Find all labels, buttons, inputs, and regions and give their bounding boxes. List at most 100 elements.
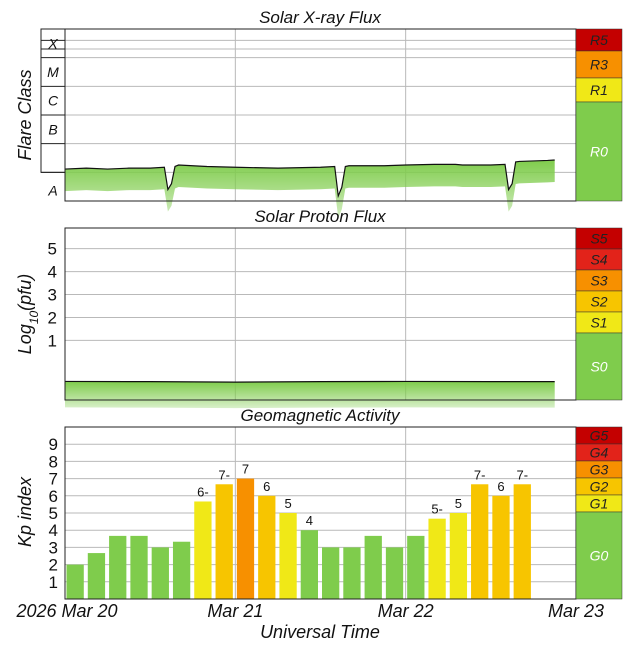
kp-bar [322, 547, 340, 599]
kp-bar-label: 6 [263, 479, 270, 494]
kp-bar [385, 547, 404, 599]
kp-bar [449, 513, 468, 599]
kp-bar [215, 484, 233, 599]
x-axis-ticks: 2026 Mar 20 Mar 21 Mar 22 Mar 23 [15, 601, 604, 621]
kp-bar [471, 484, 489, 599]
x-axis-label: Universal Time [260, 622, 380, 642]
kp-y-tick: 9 [49, 435, 58, 454]
scale-label: G1 [590, 496, 609, 512]
proton-y-ticks: 1 2 3 4 5 [48, 240, 57, 351]
kp-bar [343, 547, 361, 599]
kp-bar [279, 513, 297, 599]
kp-bar [258, 495, 276, 599]
xray-ylabel: Flare Class [15, 69, 35, 160]
flare-class-label: M [47, 64, 59, 80]
kp-bar [492, 495, 510, 599]
scale-label-current: G0 [590, 548, 609, 564]
kp-bar-label: 5 [455, 496, 462, 511]
flare-class-box [40, 28, 66, 173]
kp-bar [428, 518, 446, 599]
scale-label: S5 [590, 231, 607, 247]
kp-bar-label: 7 [242, 462, 249, 477]
proton-plot-frame [64, 227, 577, 401]
kp-y-tick: 4 [49, 521, 58, 540]
scale-label: S1 [590, 315, 607, 331]
scale-level-r0 [575, 101, 623, 202]
proton-y-tick: 5 [48, 240, 57, 259]
kp-bar-label: 7- [516, 467, 528, 482]
xray-flux-series [64, 159, 555, 218]
proton-y-tick: 4 [48, 263, 57, 282]
proton-grid [65, 228, 576, 400]
scale-level-g0 [575, 511, 623, 600]
scale-label: R1 [590, 82, 608, 98]
kp-bar [364, 535, 382, 599]
kp-ylabel: Kp index [15, 476, 35, 547]
xray-flux-band [65, 159, 555, 218]
proton-y-tick: 1 [48, 331, 57, 350]
scale-level-s0 [575, 332, 623, 401]
scale-label: G5 [590, 428, 609, 444]
kp-bar [109, 535, 127, 599]
kp-y-tick: 7 [49, 470, 58, 489]
scale-label: R5 [590, 32, 608, 48]
kp-bar-label: 6- [197, 484, 209, 499]
kp-grid [65, 427, 576, 599]
proton-y-tick: 3 [48, 286, 57, 305]
proton-flux-line [64, 380, 555, 383]
kp-y-tick: 3 [49, 538, 58, 557]
proton-flux-series [64, 380, 555, 409]
kp-bar-label: 6 [497, 479, 504, 494]
kp-y-tick: 2 [49, 556, 58, 575]
xray-radio-blackout-scale: R5 R3 R1 R0 [575, 28, 623, 202]
proton-radiation-storm-scale: S5 S4 S3 S2 S1 S0 [575, 227, 623, 401]
kp-bar [407, 535, 425, 599]
kp-bar-label: 5- [431, 502, 443, 517]
proton-y-tick: 2 [48, 308, 57, 327]
flare-class-label: X [47, 35, 58, 51]
kp-bars [66, 478, 531, 599]
xray-title: Solar X-ray Flux [259, 8, 381, 27]
kp-bar-label: 4 [306, 513, 313, 528]
scale-label-current: S0 [590, 359, 607, 375]
flare-class-label: C [48, 93, 59, 109]
kp-y-tick: 8 [49, 452, 58, 471]
kp-bar [151, 547, 169, 599]
kp-bar [130, 535, 148, 599]
scale-label-current: R0 [590, 144, 608, 160]
proton-ylabel: Log10(pfu) [15, 274, 41, 354]
x-tick-label: 2026 Mar 20 [15, 601, 117, 621]
xray-flux-line [64, 159, 555, 199]
kp-y-tick: 1 [49, 573, 58, 592]
scale-level-r3 [575, 50, 623, 79]
kp-y-tick: 6 [49, 487, 58, 506]
x-tick-label: Mar 21 [207, 601, 263, 621]
kp-y-tick: 5 [49, 504, 58, 523]
flare-class-label: A [47, 183, 57, 199]
x-tick-label: Mar 22 [378, 601, 434, 621]
kp-bar-label: 5 [284, 496, 291, 511]
kp-bar [172, 541, 191, 599]
scale-label: S2 [590, 294, 607, 310]
flare-class-label: B [48, 121, 57, 137]
kp-title: Geomagnetic Activity [240, 406, 401, 425]
scale-label: S4 [590, 252, 607, 268]
scale-label: G2 [590, 479, 609, 495]
kp-bar [87, 553, 106, 599]
kp-bar-label: 7- [474, 467, 486, 482]
kp-bar [236, 478, 255, 599]
scale-label: G3 [590, 462, 609, 478]
x-tick-label: Mar 23 [548, 601, 604, 621]
proton-flux-band [65, 381, 555, 409]
kp-bar [513, 484, 531, 599]
scale-label: R3 [590, 57, 608, 73]
kp-bar [66, 564, 84, 599]
kp-bar-label: 7- [218, 467, 230, 482]
scale-label: S3 [590, 273, 607, 289]
scale-label: G4 [590, 445, 609, 461]
